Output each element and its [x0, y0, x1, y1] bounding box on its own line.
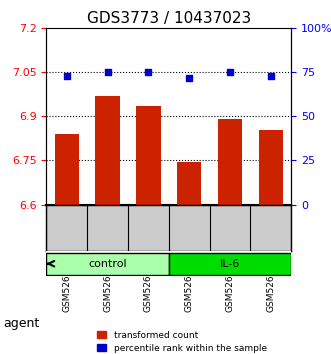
Title: GDS3773 / 10437023: GDS3773 / 10437023 — [87, 11, 251, 26]
Point — [64, 73, 70, 79]
Bar — [259, 130, 283, 205]
Point — [268, 73, 273, 79]
FancyBboxPatch shape — [169, 253, 291, 275]
Bar — [55, 134, 79, 205]
Bar — [95, 96, 120, 205]
Bar — [136, 106, 161, 205]
Text: control: control — [88, 259, 127, 269]
Point — [146, 69, 151, 75]
Point — [187, 75, 192, 80]
FancyBboxPatch shape — [46, 253, 169, 275]
Bar — [218, 119, 242, 205]
Point — [105, 69, 110, 75]
Bar — [177, 162, 202, 205]
Text: agent: agent — [3, 318, 40, 330]
Point — [227, 69, 233, 75]
Text: IL-6: IL-6 — [220, 259, 240, 269]
Legend: transformed count, percentile rank within the sample: transformed count, percentile rank withi… — [97, 331, 267, 353]
